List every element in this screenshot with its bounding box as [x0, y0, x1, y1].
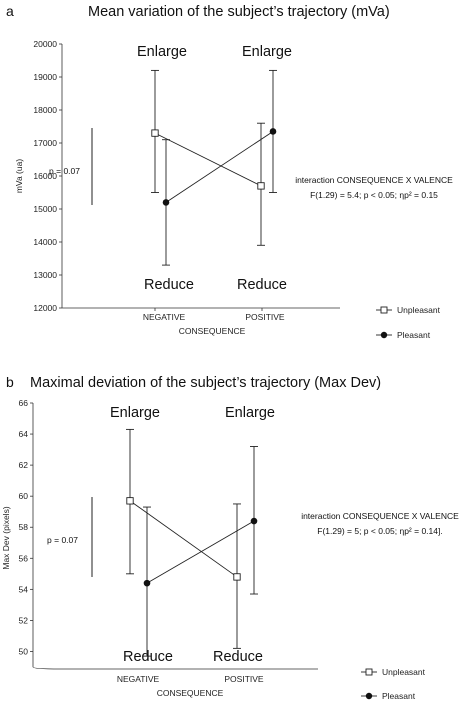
panel-a-ytick-label: 20000 — [33, 39, 57, 49]
panel-b-stat-line1: interaction CONSEQUENCE X VALENCE — [301, 511, 459, 521]
panel-a-x-label: CONSEQUENCE — [179, 326, 246, 336]
panel-b-marks — [126, 428, 258, 657]
panel-a-stat-line2: F(1.29) = 5.4; p < 0.05; ηp² = 0.15 — [310, 190, 438, 200]
panel-a-letter: a — [6, 3, 14, 19]
panel-b-x-axis — [32, 666, 318, 670]
panel-a-marks — [151, 69, 277, 266]
panel-b-ytick-label: 52 — [19, 615, 29, 625]
panel-a-ytick-label: 14000 — [33, 237, 57, 247]
panel-b-stat-line2: F(1.29) = 5; p < 0.05; ηp² = 0.14]. — [317, 526, 442, 536]
panel-b-p-value: p = 0.07 — [47, 535, 78, 545]
panel-a-ytick-label: 15000 — [33, 204, 57, 214]
panel-a-title: Mean variation of the subject’s trajecto… — [88, 4, 390, 20]
panel-b-ytick-label: 60 — [19, 491, 29, 501]
panel-b-unpleasant-point — [126, 497, 134, 505]
panel-b-unpleasant-point — [233, 573, 241, 581]
panel-a-y-ticks: 20000 19000 18000 17000 16000 15000 14000 13000… — [33, 39, 62, 313]
panel-b-ytick-label: 62 — [19, 460, 29, 470]
panel-a-unpleasant-point — [257, 182, 265, 190]
panel-a-unpleasant-series-line — [154, 132, 262, 187]
panel-a-ytick-label: 13000 — [33, 270, 57, 280]
panel-a-enlarge-left: Enlarge — [137, 44, 187, 60]
panel-a-p-value: p = 0.07 — [49, 166, 80, 176]
panel-b-reduce-left: Reduce — [123, 649, 173, 665]
panel-b-xtick-positive: POSITIVE — [224, 674, 264, 684]
panel-a-xtick-negative: NEGATIVE — [143, 312, 186, 322]
panel-a-ytick-label: 17000 — [33, 138, 57, 148]
panel-a-pleasant-series-line — [165, 131, 274, 203]
panel-b-ytick-label: 50 — [19, 646, 29, 656]
panel-b-pleasant-point — [143, 579, 151, 587]
panel-a-ytick-label: 12000 — [33, 303, 57, 313]
panel-b-legend-pleasant-marker — [365, 692, 373, 700]
panel-b-y-label: Max Dev (pixels) — [1, 506, 11, 569]
panel-b-ytick-label: 56 — [19, 553, 29, 563]
panel-b-pleasant-series-line — [146, 520, 255, 584]
panel-a-ytick-label: 19000 — [33, 72, 57, 82]
panel-a-legend-unpleasant-label: Unpleasant — [397, 305, 441, 315]
panel-b-reduce-right: Reduce — [213, 649, 263, 665]
panel-a-enlarge-right: Enlarge — [242, 44, 292, 60]
panel-a-unpleasant-point — [151, 129, 159, 137]
panel-b-ytick-label: 58 — [19, 522, 29, 532]
panel-a-stat-line1: interaction CONSEQUENCE X VALENCE — [295, 175, 453, 185]
panel-a-reduce-left: Reduce — [144, 277, 194, 293]
panel-b-legend-unpleasant-label: Unpleasant — [382, 667, 426, 677]
panel-b-title: Maximal deviation of the subject’s traje… — [30, 375, 381, 391]
panel-b-x-label: CONSEQUENCE — [157, 688, 224, 698]
panel-b-ytick-label: 64 — [19, 429, 29, 439]
panel-a-ytick-label: 16000 — [33, 171, 57, 181]
panel-b-letter: b — [6, 374, 14, 390]
panel-a-pleasant-point — [162, 199, 170, 206]
panel-b-legend: Unpleasant Pleasant — [361, 667, 426, 701]
panel-b-xtick-negative: NEGATIVE — [117, 674, 160, 684]
panel-a-legend-unpleasant-marker — [380, 306, 388, 314]
panel-b-pleasant-point — [250, 517, 258, 525]
panel-b-y-ticks: 66 64 62 60 58 56 54 52 50 — [19, 398, 33, 656]
panel-a-reduce-right: Reduce — [237, 277, 287, 293]
panel-b-ytick-label: 66 — [19, 398, 29, 408]
panel-b: b Maximal deviation of the subject’s tra… — [1, 374, 459, 701]
panel-a-legend-pleasant-marker — [380, 331, 388, 339]
panel-a-y-label: mVa (ua) — [14, 159, 24, 193]
panel-a-legend: Unpleasant Pleasant — [376, 305, 441, 340]
panel-b-legend-unpleasant-marker — [365, 668, 373, 676]
panel-b-ytick-label: 54 — [19, 584, 29, 594]
panel-b-enlarge-left: Enlarge — [110, 405, 160, 421]
panel-a-ytick-label: 18000 — [33, 105, 57, 115]
panel-a: a Mean variation of the subject’s trajec… — [6, 3, 453, 340]
panel-b-legend-pleasant-label: Pleasant — [382, 691, 416, 701]
panel-b-unpleasant-series-line — [129, 500, 238, 578]
panel-a-pleasant-point — [269, 128, 277, 135]
panel-a-legend-pleasant-label: Pleasant — [397, 330, 431, 340]
panel-b-enlarge-right: Enlarge — [225, 405, 275, 421]
panel-a-xtick-positive: POSITIVE — [245, 312, 285, 322]
